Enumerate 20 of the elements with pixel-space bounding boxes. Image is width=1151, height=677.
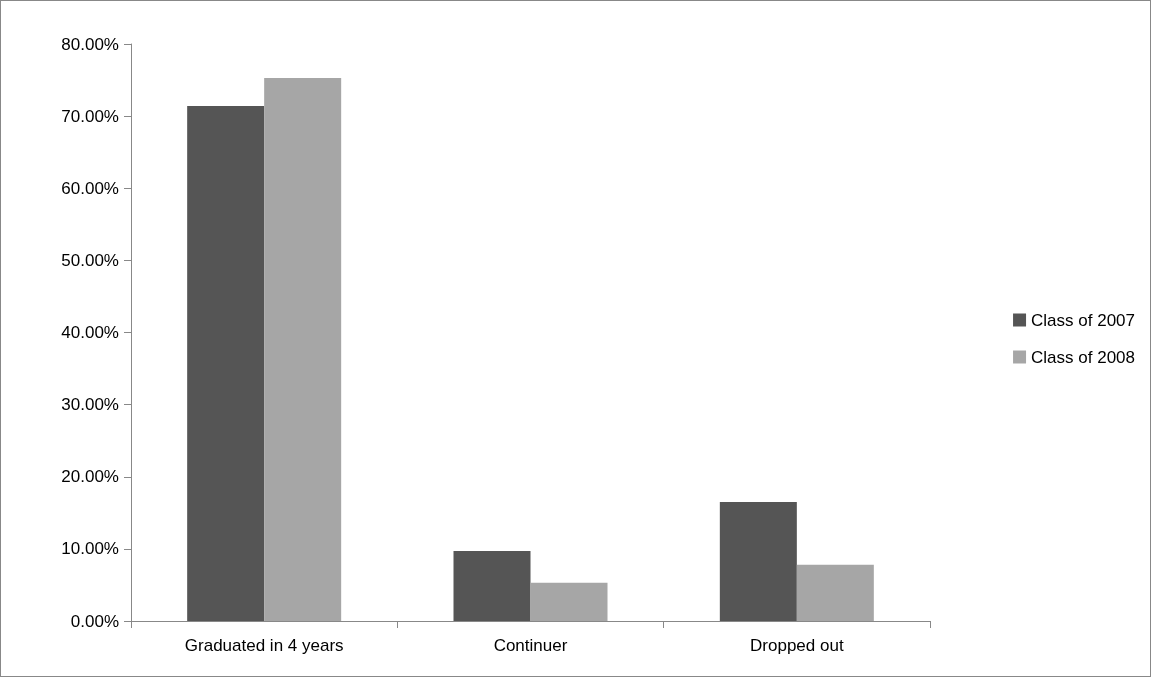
bar [530,582,608,621]
y-tick-label: 60.00% [61,178,119,198]
y-tick-label: 80.00% [61,34,119,54]
y-tick-label: 10.00% [61,539,119,559]
y-tick-label: 20.00% [61,467,119,487]
y-tick-label: 40.00% [61,323,119,342]
legend-label: Class of 2008 [1031,347,1135,367]
y-tick-label: 30.00% [61,395,119,415]
x-tick-label: Continuer [493,636,568,655]
y-tick-label: 70.00% [61,106,119,126]
bar [187,106,265,621]
bar [453,551,531,621]
legend-label: Class of 2007 [1031,310,1135,330]
x-tick-label: Dropped out [750,636,844,655]
y-tick-label: 0.00% [70,611,119,631]
bar [719,501,797,621]
bar [264,77,342,621]
x-tick-label: Graduated in 4 years [184,636,344,655]
bar [796,564,874,621]
y-tick-label: 50.00% [61,250,119,270]
